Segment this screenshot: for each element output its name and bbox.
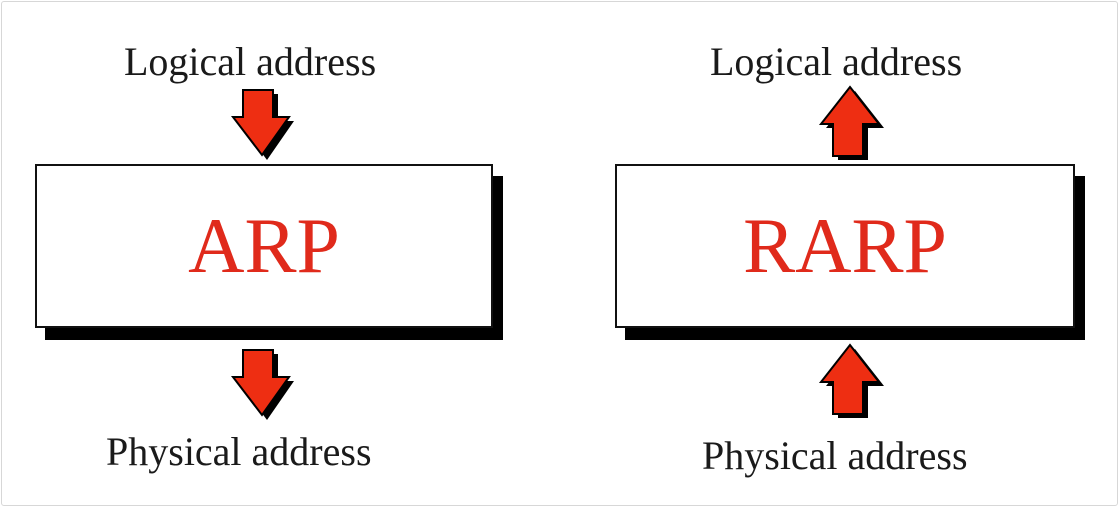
rarp-up-arrow-top-icon [818, 85, 884, 160]
rarp-up-arrow-bottom-icon [818, 343, 884, 418]
arp-title: ARP [188, 202, 340, 289]
arp-box: ARP [35, 164, 493, 328]
rarp-title: RARP [743, 202, 947, 289]
arp-physical-address-label: Physical address [106, 429, 372, 474]
rarp-box: RARP [615, 164, 1075, 328]
arp-logical-address-label: Logical address [124, 39, 377, 84]
rarp-physical-address-label: Physical address [702, 433, 968, 478]
rarp-logical-address-label: Logical address [710, 39, 963, 84]
arp-down-arrow-bottom-icon [230, 349, 294, 420]
arp-down-arrow-top-icon [230, 89, 294, 160]
